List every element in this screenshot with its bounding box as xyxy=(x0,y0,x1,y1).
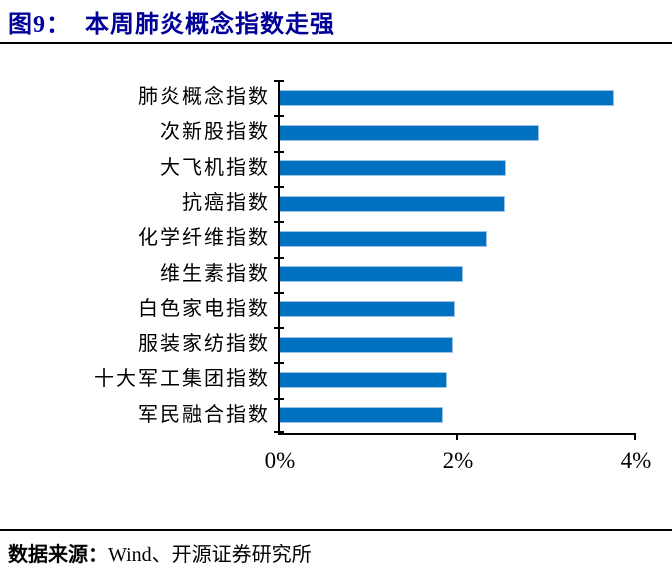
bar xyxy=(280,372,448,389)
x-axis-tick xyxy=(634,433,636,440)
bar xyxy=(280,301,456,318)
y-axis-tick xyxy=(274,397,284,400)
figure-title-text: 本周肺炎概念指数走强 xyxy=(85,12,335,38)
y-axis-tick xyxy=(274,327,284,330)
y-axis-tick xyxy=(274,115,284,118)
bar xyxy=(280,336,453,353)
y-axis-tick xyxy=(274,185,284,188)
x-tick-label: 4% xyxy=(620,448,652,473)
category-label: 十大军工集团指数 xyxy=(94,368,270,391)
category-label: 化学纤维指数 xyxy=(138,227,270,250)
bar xyxy=(280,89,614,106)
footer-divider-line xyxy=(0,529,672,531)
plot-area xyxy=(274,80,636,440)
y-axis-tick xyxy=(274,221,284,224)
category-label: 抗癌指数 xyxy=(182,191,270,214)
category-axis-labels: 肺炎概念指数次新股指数大飞机指数抗癌指数化学纤维指数维生素指数白色家电指数 服装家… xyxy=(0,80,270,433)
category-label: 肺炎概念指数 xyxy=(138,86,270,108)
y-axis-tick xyxy=(274,256,284,259)
data-source-value: Wind、开源证券研究所 xyxy=(108,544,312,566)
x-axis-tick xyxy=(456,433,458,440)
bar xyxy=(280,124,540,141)
y-axis-tick xyxy=(274,80,284,82)
category-label: 大飞机指数 xyxy=(160,156,270,179)
bar xyxy=(280,407,443,424)
bar xyxy=(280,160,507,177)
category-label: 次新股指数 xyxy=(160,121,270,144)
category-label: 服装家纺指数 xyxy=(138,333,270,356)
x-tick-label: 2% xyxy=(442,448,474,473)
bar xyxy=(280,266,463,283)
category-label: 维生素指数 xyxy=(160,262,270,285)
category-label: 白色家电指数 xyxy=(138,297,270,320)
category-label: 军民融合指数 xyxy=(138,403,270,426)
data-source-label: 数据来源： xyxy=(8,544,108,566)
y-axis-tick xyxy=(274,431,284,433)
data-source: 数据来源：Wind、开源证券研究所 xyxy=(8,538,312,567)
title-divider-line xyxy=(0,42,672,44)
x-tick-label: 0% xyxy=(264,448,296,473)
figure-title: 图9： 本周肺炎概念指数走强 xyxy=(8,4,335,39)
bar-chart: 肺炎概念指数次新股指数大飞机指数抗癌指数化学纤维指数维生素指数白色家电指数 服装家… xyxy=(0,80,652,473)
bar xyxy=(280,230,488,247)
y-axis-tick xyxy=(274,150,284,153)
y-axis-tick xyxy=(274,362,284,365)
bar xyxy=(280,195,506,212)
y-axis-tick xyxy=(274,291,284,294)
figure-number-label: 图9： xyxy=(8,12,71,38)
